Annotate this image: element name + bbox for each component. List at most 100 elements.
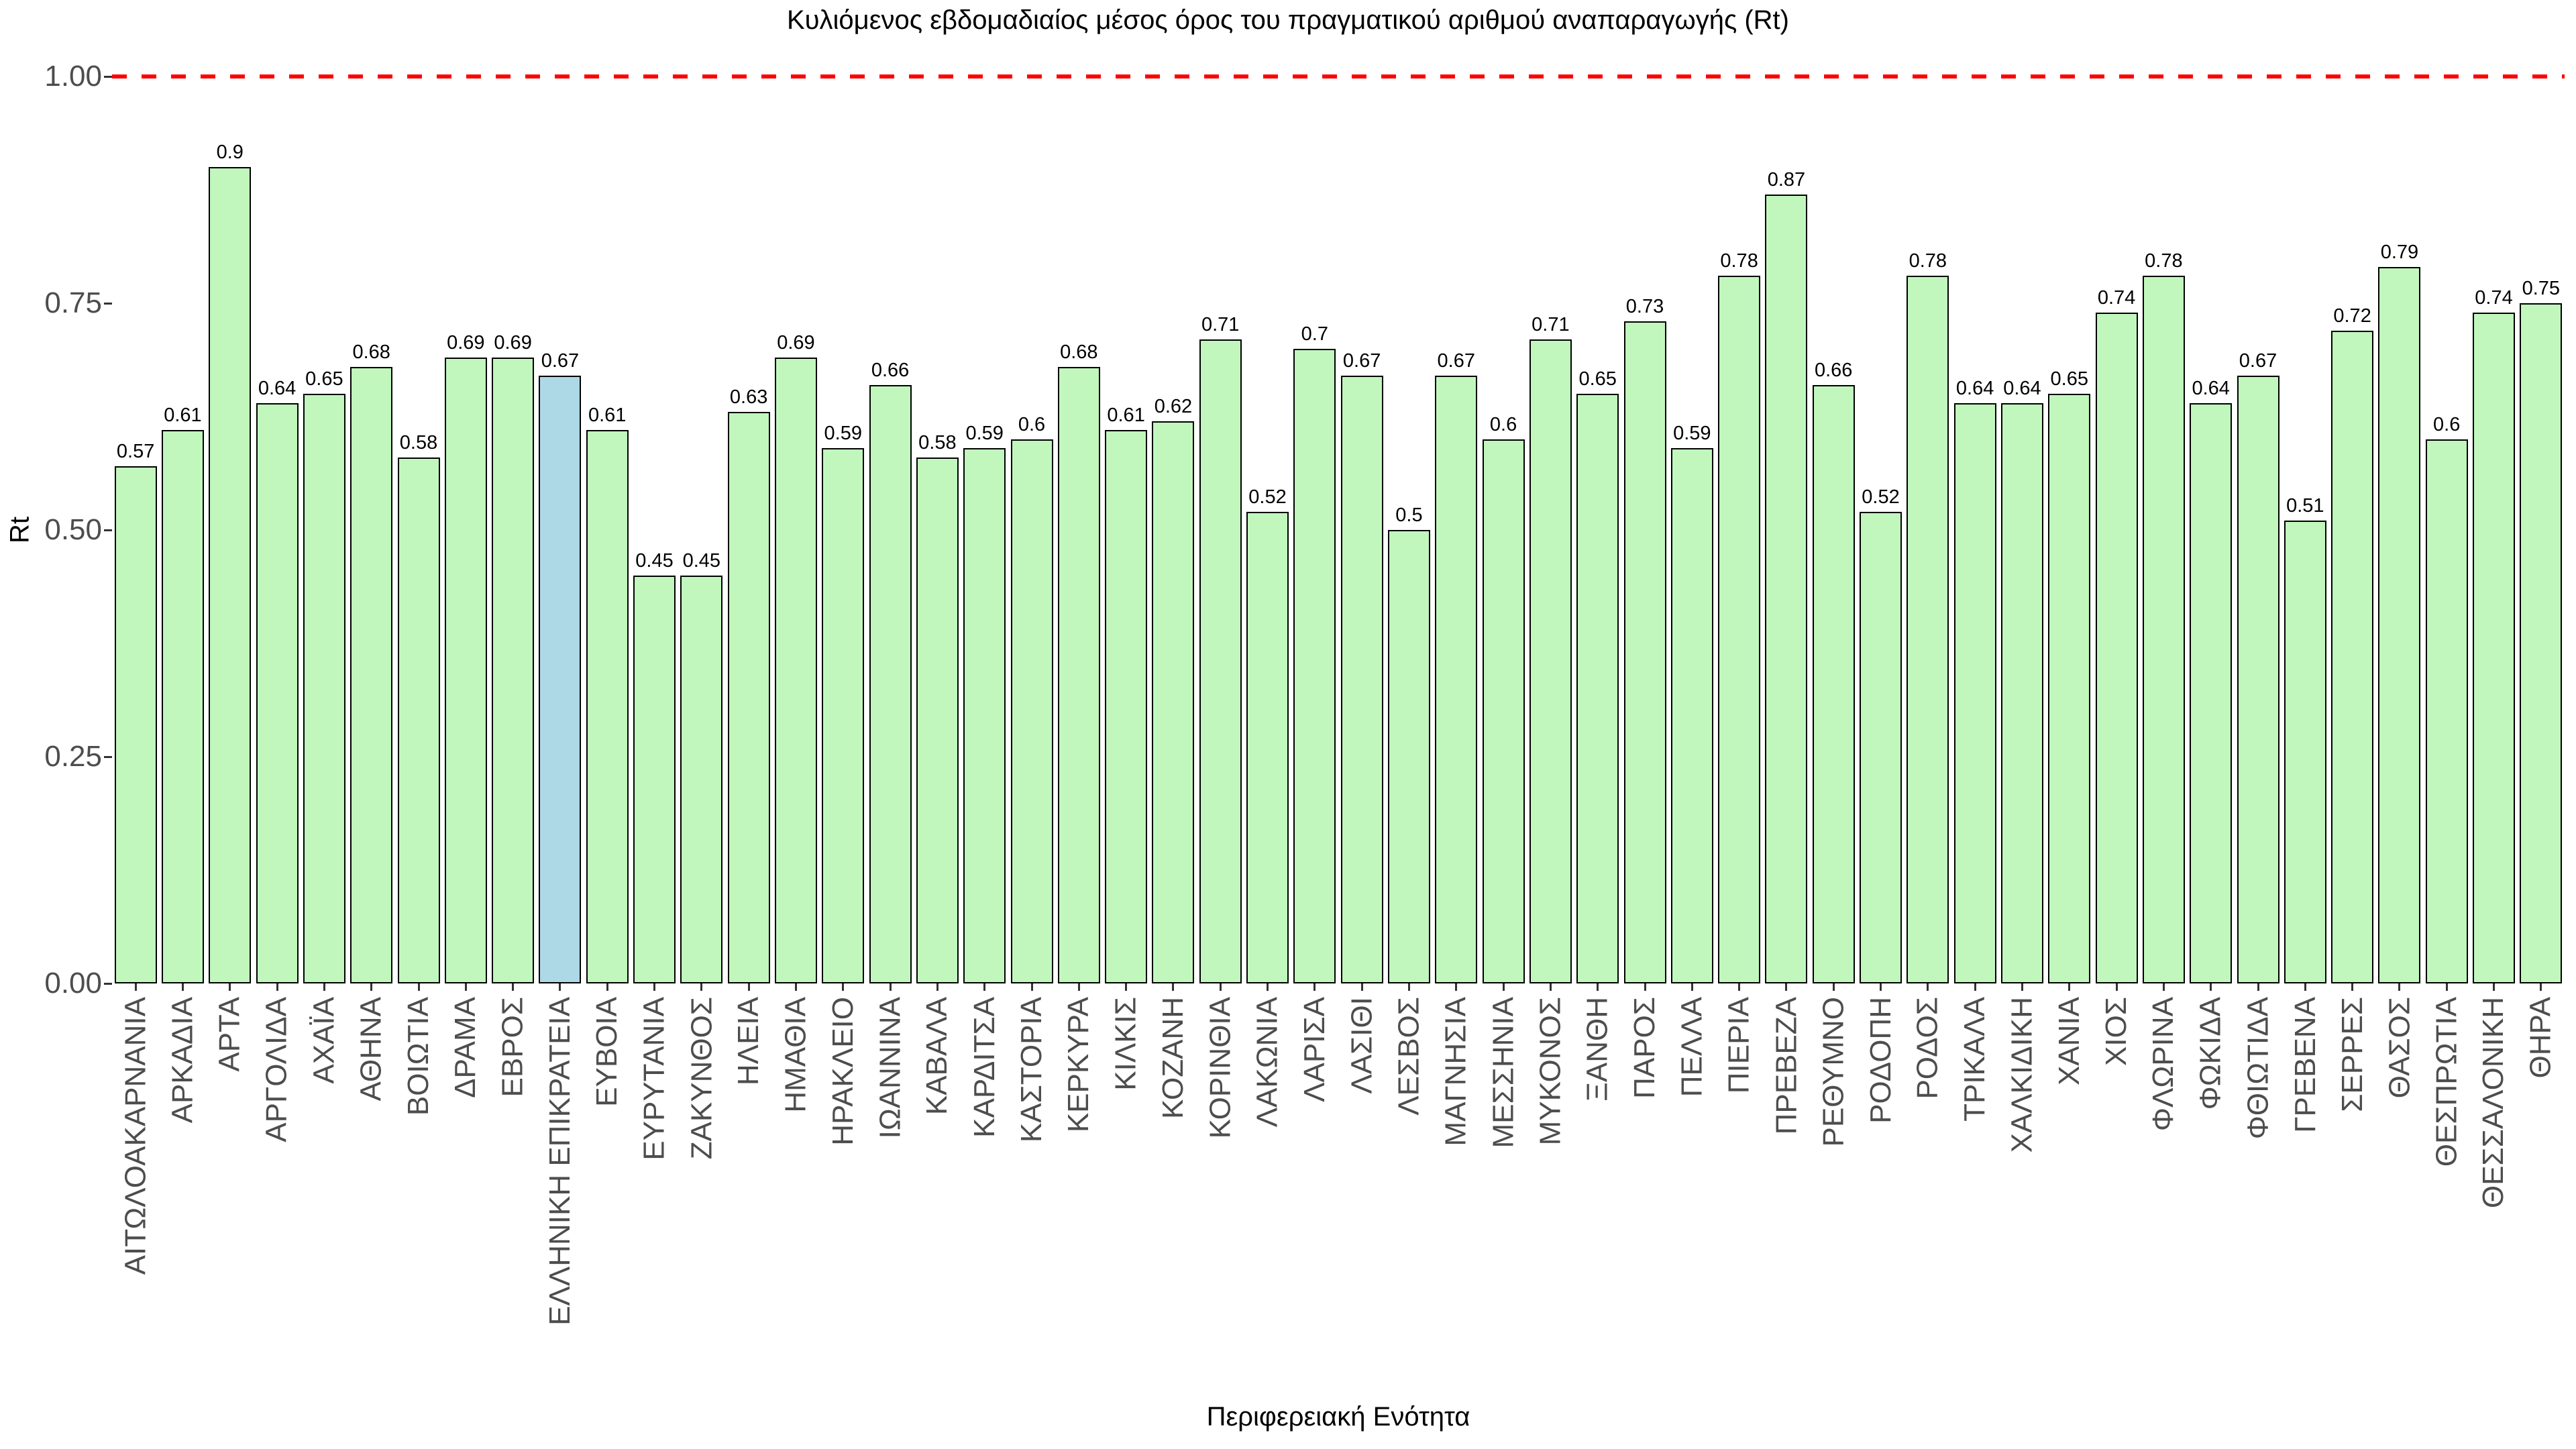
bar-value-label: 0.9 xyxy=(216,142,244,164)
x-tick-mark xyxy=(936,983,938,991)
x-tick-mark xyxy=(2210,983,2212,991)
bar-value-label: 0.68 xyxy=(1060,341,1098,363)
bar-value-label: 0.65 xyxy=(305,368,343,390)
bar-value-label: 0.65 xyxy=(2050,368,2088,390)
x-axis-label: ΦΛΩΡΙΝΑ xyxy=(2147,997,2180,1132)
x-tick-mark xyxy=(1785,983,1788,991)
bar xyxy=(1340,376,1383,983)
x-tick-mark xyxy=(1597,983,1599,991)
bar xyxy=(1860,511,1902,983)
bar-value-label: 0.45 xyxy=(682,549,721,572)
bar xyxy=(209,167,252,983)
x-tick-mark xyxy=(1267,983,1269,991)
x-tick-mark xyxy=(2304,983,2306,991)
bar-value-label: 0.52 xyxy=(1248,486,1287,508)
x-axis-label: ΚΑΒΑΛΑ xyxy=(920,997,954,1116)
x-axis-label: ΗΛΕΙΑ xyxy=(732,997,765,1086)
x-axis-label: ΠΑΡΟΣ xyxy=(1628,997,1661,1099)
x-axis-label: ΙΩΑΝΝΙΝΑ xyxy=(873,997,907,1139)
plot-area xyxy=(112,74,2565,983)
bar xyxy=(1482,439,1525,983)
bar xyxy=(2520,303,2563,983)
bar xyxy=(1199,339,1242,983)
bar-value-label: 0.58 xyxy=(399,431,438,453)
bar-value-label: 0.75 xyxy=(2522,278,2561,299)
bar xyxy=(2095,312,2138,983)
x-axis-label: ΚΟΖΑΝΗ xyxy=(1156,997,1189,1119)
bar-value-label: 0.59 xyxy=(965,423,1004,445)
bar-value-label: 0.74 xyxy=(2475,286,2513,309)
bar xyxy=(256,402,299,983)
x-axis-label: ΡΟΔΟΣ xyxy=(1911,997,1944,1099)
x-axis-label: ΑΡΤΑ xyxy=(213,997,246,1072)
bar xyxy=(1435,376,1478,983)
bar xyxy=(444,358,487,983)
bar-value-label: 0.73 xyxy=(1625,296,1664,318)
x-axis-label: ΓΡΕΒΕΝΑ xyxy=(2288,997,2322,1133)
x-axis-label: ΠΡΕΒΕΖΑ xyxy=(1769,997,1803,1135)
x-axis-label: ΚΕΡΚΥΡΑ xyxy=(1062,997,1095,1133)
x-tick-mark xyxy=(606,983,608,991)
x-tick-mark xyxy=(1832,983,1835,991)
bar-value-label: 0.64 xyxy=(1955,377,1994,399)
bar xyxy=(1765,194,1808,983)
x-axis-label: ΕΛΛΗΝΙΚΗ ΕΠΙΚΡΑΤΕΙΑ xyxy=(543,997,576,1326)
bar-value-label: 0.72 xyxy=(2333,305,2371,327)
x-axis-label: ΕΒΡΟΣ xyxy=(496,997,529,1097)
x-tick-mark xyxy=(889,983,892,991)
bar xyxy=(397,457,440,983)
bar-value-label: 0.6 xyxy=(2433,413,2461,435)
x-tick-mark xyxy=(559,983,561,991)
x-axis-label: ΘΑΣΟΣ xyxy=(2382,997,2416,1099)
x-tick-mark xyxy=(1077,983,1080,991)
bar xyxy=(633,575,676,983)
x-axis-label: ΒΟΙΩΤΙΑ xyxy=(402,997,435,1116)
bar xyxy=(963,448,1006,983)
x-tick-mark xyxy=(1219,983,1222,991)
y-tick-label: 0.00 xyxy=(44,967,102,1000)
x-axis-label: ΠΕΛΛΑ xyxy=(1675,997,1709,1097)
x-axis-label: ΑΡΚΑΔΙΑ xyxy=(166,997,199,1124)
y-tick-label: 1.00 xyxy=(44,60,102,93)
x-axis-label: ΛΑΚΩΝΙΑ xyxy=(1250,997,1284,1128)
bar-value-label: 0.78 xyxy=(1909,250,1947,272)
bar-value-label: 0.69 xyxy=(777,332,815,354)
x-tick-mark xyxy=(1738,983,1741,991)
bar-value-label: 0.61 xyxy=(1107,405,1145,427)
bar xyxy=(2190,402,2233,983)
bar xyxy=(774,358,817,983)
bar-value-label: 0.67 xyxy=(1437,350,1475,372)
x-tick-mark xyxy=(229,983,231,991)
x-axis-label: ΘΗΡΑ xyxy=(2524,997,2557,1079)
bar-value-label: 0.74 xyxy=(2097,286,2136,309)
x-tick-mark xyxy=(417,983,420,991)
x-tick-mark xyxy=(1125,983,1128,991)
bar xyxy=(2000,402,2043,983)
bar-value-label: 0.51 xyxy=(2286,495,2324,517)
bar xyxy=(1387,530,1430,983)
bar xyxy=(2048,394,2091,983)
y-tick-label: 0.25 xyxy=(44,740,102,773)
x-tick-mark xyxy=(2068,983,2071,991)
bar xyxy=(822,448,865,983)
x-axis-label: ΡΟΔΟΠΗ xyxy=(1864,997,1897,1124)
bar-value-label: 0.45 xyxy=(635,549,674,572)
x-tick-mark xyxy=(2445,983,2448,991)
x-tick-mark xyxy=(323,983,325,991)
bar-value-label: 0.71 xyxy=(1532,314,1570,336)
y-tick-mark xyxy=(104,75,112,78)
y-tick-label: 0.50 xyxy=(44,513,102,546)
x-axis-label: ΔΡΑΜΑ xyxy=(449,997,482,1098)
x-axis-label: ΘΕΣΣΑΛΟΝΙΚΗ xyxy=(2477,997,2510,1209)
bar-value-label: 0.87 xyxy=(1767,168,1806,191)
bar xyxy=(1010,439,1053,983)
x-axis-label: ΜΥΚΟΝΟΣ xyxy=(1534,997,1567,1146)
x-tick-mark xyxy=(370,983,373,991)
bar xyxy=(586,430,629,983)
x-tick-mark xyxy=(2351,983,2354,991)
bar xyxy=(1529,339,1572,983)
bar-value-label: 0.64 xyxy=(2192,377,2230,399)
bar xyxy=(1105,430,1148,983)
bar-value-label: 0.57 xyxy=(116,441,155,463)
x-axis-label: ΗΜΑΘΙΑ xyxy=(779,997,812,1113)
